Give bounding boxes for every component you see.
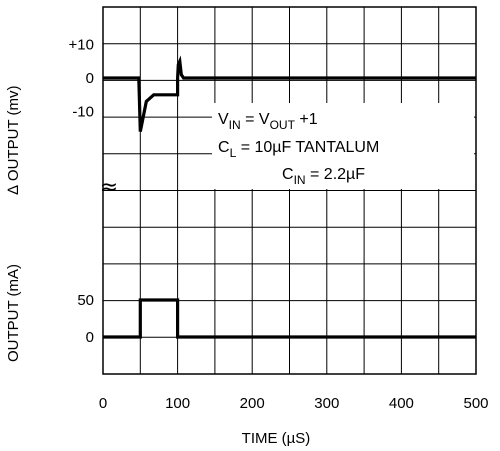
cin-sub: IN — [294, 173, 306, 187]
y-tick-label: 0 — [86, 70, 94, 87]
cin-tail: = 2.2µF — [306, 166, 366, 183]
x-tick-label: 200 — [240, 395, 265, 412]
cl-sub: L — [230, 146, 237, 160]
axis-break-mark: ≈ — [100, 175, 118, 200]
y-tick-label: 50 — [77, 292, 94, 309]
y-tick-labels: +10 0 -10 50 0 — [69, 37, 94, 347]
grid — [103, 7, 476, 374]
x-tick-label: 300 — [314, 395, 339, 412]
x-tick-label: 0 — [99, 395, 107, 412]
vin-eq: = V — [241, 111, 270, 128]
y-axis-title-output-current: OUTPUT (mA) — [5, 264, 22, 362]
x-tick-label: 400 — [389, 395, 414, 412]
annotation-cl: CL = 10µF TANTALUM — [218, 139, 379, 160]
traces — [103, 55, 476, 339]
cl-c: C — [218, 139, 230, 156]
annotation-cin: CIN = 2.2µF — [282, 166, 365, 187]
output-current-trace — [103, 298, 476, 339]
cl-tail: = 10µF TANTALUM — [236, 139, 379, 156]
x-tick-label: 100 — [165, 395, 190, 412]
x-axis-title: TIME (µS) — [242, 430, 311, 447]
plot-frame — [102, 6, 477, 375]
x-tick-labels: 0 100 200 300 400 500 — [99, 395, 489, 412]
vin-v: V — [218, 111, 229, 128]
annotation-background — [212, 103, 474, 189]
vin-tail: +1 — [295, 111, 318, 128]
y-tick-label: +10 — [69, 37, 94, 54]
x-tick-label: 500 — [463, 395, 488, 412]
delta-output-trace — [103, 55, 476, 132]
cin-c: C — [282, 166, 294, 183]
y-tick-label: -10 — [72, 104, 94, 121]
vin-sub: IN — [229, 118, 241, 132]
y-axis-title-delta-output: ∆ OUTPUT (mv) — [5, 86, 22, 195]
vin-out-sub: OUT — [270, 118, 296, 132]
y-tick-label: 0 — [86, 329, 94, 346]
annotation-vin: VIN = VOUT +1 — [218, 111, 318, 132]
